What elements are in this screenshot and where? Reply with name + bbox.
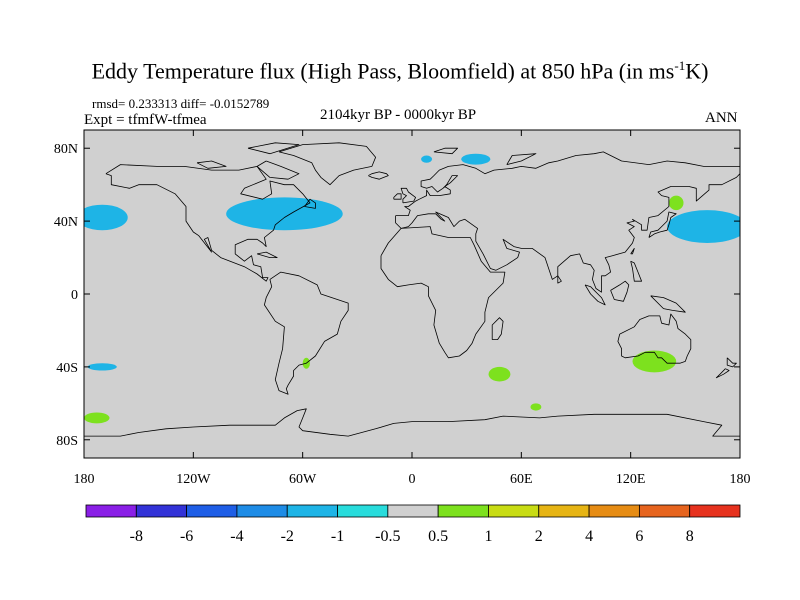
coastline-sumatra [584, 284, 606, 306]
colorbar-box [236, 504, 288, 518]
coastline-ireland [393, 193, 402, 200]
x-tick-label: 0 [409, 472, 416, 487]
colorbar-label: -6 [180, 528, 193, 545]
coastline-victoria-island [196, 160, 227, 169]
y-tick-label: 80N [54, 142, 78, 157]
colorbar-box [135, 504, 188, 518]
y-tick-label: 40N [54, 215, 78, 230]
x-tick-label: 180 [730, 472, 751, 487]
x-tick-label: 120W [176, 472, 211, 487]
period-label: 2104kyr BP - 0000kyr BP [320, 107, 477, 123]
colorbar-box [488, 504, 540, 518]
coastline-australia [617, 313, 692, 364]
colorbar-label: 6 [635, 528, 643, 545]
axis-ticks: 180 120W 60W 0 60E 120E 180 80N 40N 0 40S 80S [54, 130, 751, 487]
region-southern-australia [632, 350, 677, 373]
colorbar-label: -4 [230, 528, 243, 545]
coastline-north-america [105, 164, 311, 282]
coastline-new-guinea [650, 295, 686, 313]
colorbar-box [437, 504, 489, 518]
x-tick-label: 120E [616, 472, 646, 487]
region-sea-of-okhotsk [668, 195, 684, 211]
coastline-eurasia [395, 151, 740, 293]
colorbar-box [286, 504, 338, 518]
region-north-pacific-west [667, 210, 740, 243]
coastline-borneo [610, 280, 630, 302]
colorbar-box [85, 504, 137, 518]
colorbar-label: 8 [686, 528, 694, 545]
chart-title: Eddy Temperature flux (High Pass, Bloomf… [0, 58, 800, 84]
colorbar-label: -1 [331, 528, 344, 545]
coastline-japan [648, 211, 677, 238]
coastline-sri-lanka [557, 275, 562, 284]
coastline-ellesmere-island [247, 142, 300, 155]
colorbar-label: 2 [535, 528, 543, 545]
anomaly-regions [84, 153, 740, 424]
colorbar-box [186, 504, 238, 518]
colorbar-label: -2 [281, 528, 294, 545]
coastline-svalbard [433, 147, 459, 155]
chart-title-suffix: K) [685, 58, 709, 84]
colorbar-box [538, 504, 590, 518]
experiment-label: Expt = tfmfW-tfmea [84, 112, 207, 128]
colorbar-box [337, 504, 389, 518]
colorbar-box [689, 504, 741, 518]
coastline-greenland [278, 142, 377, 186]
coastline-novaya-zemlya [506, 153, 537, 165]
colorbar-label: 4 [585, 528, 593, 545]
coastline-newfoundland [304, 198, 316, 209]
region-barents-sea [461, 153, 491, 165]
coastline-great-britain [400, 187, 417, 204]
season-label: ANN [705, 110, 738, 126]
coastline-philippines [630, 260, 642, 282]
stats-label: rmsd= 0.233313 diff= -0.0152789 [92, 96, 270, 111]
colorbar-box [588, 504, 640, 518]
colorbar-label: 1 [484, 528, 492, 545]
coastline-cuba [256, 251, 278, 259]
region-north-atlantic [226, 197, 343, 231]
region-southern-ocean-pacific [84, 412, 110, 424]
x-tick-label: 60W [289, 472, 317, 487]
coastline-madagascar [491, 317, 504, 341]
coastline-new-zealand-north [726, 357, 737, 368]
x-tick-label: 180 [74, 472, 95, 487]
coastline-africa [380, 226, 506, 359]
region-norwegian-coast [421, 155, 433, 163]
y-tick-label: 80S [56, 434, 78, 449]
region-south-indian-ocean [488, 366, 511, 382]
coastline-new-zealand-south [715, 368, 730, 379]
region-southern-ocean-atlantic [530, 403, 542, 411]
coastline-baffin-island [256, 160, 300, 180]
coastlines [84, 142, 740, 448]
colorbar-label: -8 [130, 528, 143, 545]
colorbar: -8 -6 -4 -2 -1 -0.5 0.5 1 2 4 6 8 [85, 504, 741, 545]
coastline-taiwan [630, 247, 635, 255]
coastline-iceland [368, 171, 389, 180]
region-south-pacific [87, 363, 117, 371]
colorbar-box [638, 504, 691, 518]
chart-title-main: Eddy Temperature flux (High Pass, Bloomf… [91, 58, 675, 84]
region-north-pacific-east [84, 204, 128, 231]
coastline-antarctica [84, 408, 740, 448]
y-tick-label: 0 [71, 288, 78, 303]
map-background [84, 130, 740, 458]
x-tick-label: 60E [510, 472, 533, 487]
y-tick-label: 40S [56, 361, 78, 376]
colorbar-label: -0.5 [375, 528, 400, 545]
coastline-south-america [263, 271, 349, 395]
colorbar-label: 0.5 [428, 528, 448, 545]
chart-title-superscript: -1 [674, 58, 686, 73]
colorbar-box [387, 504, 439, 518]
